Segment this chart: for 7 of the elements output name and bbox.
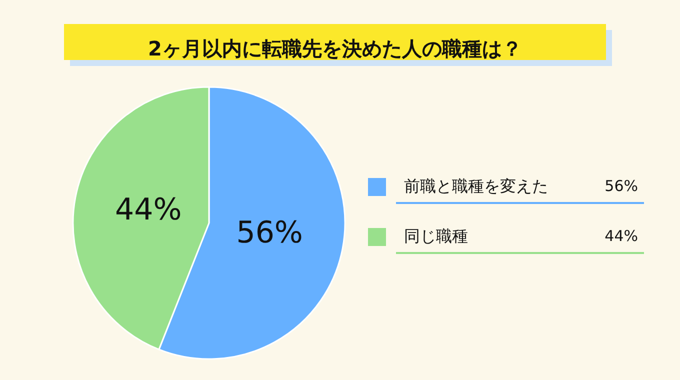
chart-title: 2ヶ月以内に転職先を決めた人の職種は？ <box>148 36 522 60</box>
text: 44% <box>604 227 638 246</box>
text: 56% <box>604 177 638 196</box>
legend-label: 前職と職種を変えた <box>404 176 548 196</box>
data-label: 44% <box>115 192 182 228</box>
legend-label: 同じ職種 <box>404 226 468 246</box>
data-label: 56% <box>236 216 303 251</box>
